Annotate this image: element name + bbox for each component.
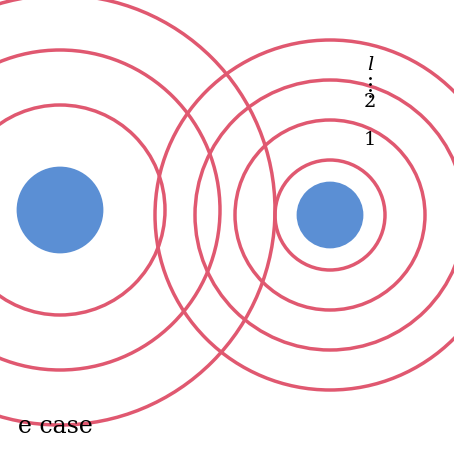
Text: e case: e case bbox=[18, 415, 93, 438]
Text: l: l bbox=[367, 56, 373, 74]
Text: 2: 2 bbox=[364, 93, 376, 111]
Circle shape bbox=[18, 168, 102, 252]
Circle shape bbox=[298, 183, 362, 247]
Text: 1: 1 bbox=[364, 131, 376, 149]
